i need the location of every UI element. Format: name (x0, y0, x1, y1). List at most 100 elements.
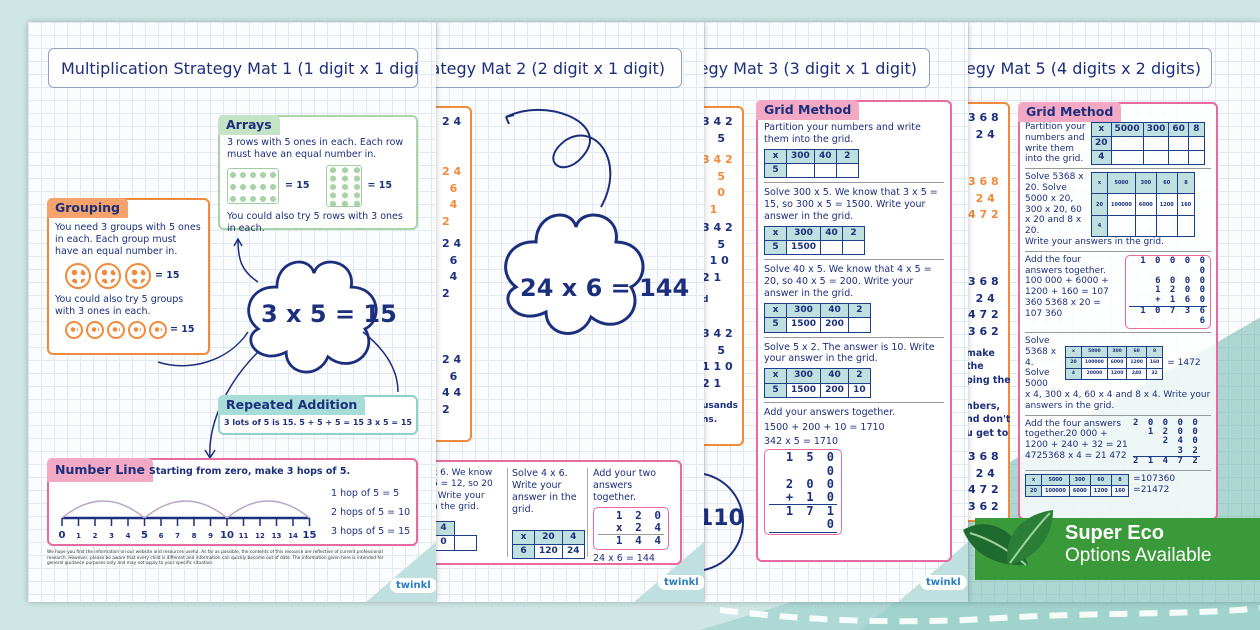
hop-arc (61, 500, 145, 519)
tick-label: 14 (288, 532, 298, 540)
cloud-shape (247, 260, 378, 374)
arrays-panel: Arrays 3 rows with 5 ones in each. Each … (218, 115, 418, 234)
grid-cell: 160 (1110, 484, 1130, 497)
column-fragment: 3 6 8 2 4 4 7 2 3 6 2 (968, 275, 999, 338)
grid-row: 4 (1091, 214, 1196, 237)
grid-table: x 5000 300 60 8 20 100000 6000 1200 160 4 (1091, 172, 1196, 237)
hop-text: 1 hop of 5 = 5 (331, 488, 400, 499)
repeated-text: 5 + 5 + 5 = 15 (299, 418, 364, 427)
grid-cell: 60 (1089, 473, 1112, 486)
grid-cell (847, 317, 871, 333)
mat-2-page: Multiplication Strategy Mat 2 (2 digit x… (436, 22, 704, 602)
grid-cell: 300 (785, 302, 822, 319)
grid-cell: 0 (436, 535, 455, 551)
grid-cell: 300 (1134, 172, 1157, 195)
grid-cell: 160 (1145, 356, 1164, 369)
grid-row: 5 1500 200 10 (764, 382, 871, 398)
twinkl-logo: twinkl (390, 578, 436, 593)
tick-label: 1 (76, 532, 81, 540)
equals-text: = 15 (170, 324, 195, 336)
grid-row: x 20 4 (512, 529, 585, 545)
grid-cell: 5000 (1081, 345, 1108, 358)
grid-cell: 300 (1106, 345, 1128, 358)
cloud-equation: 24 x 6 = 144 (520, 274, 690, 302)
grid-cell: 5000 (1107, 172, 1136, 195)
step-text: Add the four answers together.20 000 + 1… (1025, 418, 1128, 461)
sum-text: 1500 + 200 + 10 = 1710 (764, 421, 885, 433)
grid-cell: 1200 (1126, 356, 1147, 369)
grid-cell: 100000 (1107, 193, 1136, 216)
grid-cell: 20 (1065, 356, 1082, 369)
step-text: Add your answers together. (764, 406, 896, 418)
grid-cell: 2 (847, 302, 871, 319)
column-method-strip: 3 4 2 5 3 4 2 5 0 1 3 4 2 5 1 0 2 1 d 3 … (704, 106, 744, 446)
leaf-icon (963, 510, 1053, 566)
grid-cell (1110, 150, 1144, 166)
step-text: x 6. We know 6 = 12, so 20 . Write your … (436, 468, 493, 512)
arrows (157, 237, 399, 460)
step-text: Add your two answers together. (593, 468, 657, 503)
grid-cell: 8 (1145, 345, 1164, 358)
grid-cell: 100000 (1081, 356, 1108, 369)
tick-label: 7 (175, 532, 180, 540)
grid-cell (1155, 214, 1178, 237)
grid-cell: x (1091, 121, 1112, 138)
disclaimer: We hope you find the information on our … (47, 550, 384, 567)
sum: 1 4 4 (615, 533, 664, 547)
grid-cell: 5 (764, 240, 787, 256)
group-of-3-icon (128, 321, 146, 340)
column-fragment: 3 4 2 5 0 1 (704, 153, 733, 216)
grid-cell: 120 (534, 543, 563, 560)
repeated-text: 3 lots of 5 is 15. (224, 418, 297, 427)
hop-arc (226, 500, 310, 519)
grid-cell: 20 (1091, 136, 1112, 152)
group-of-5-icon (65, 262, 91, 289)
group-of-3-icon (86, 321, 104, 340)
grid-cell: 60 (1126, 345, 1147, 358)
grid-cell (1168, 150, 1189, 166)
sum: 1 7 1 0 (769, 504, 837, 533)
step-text: Solve 5 x 2. The answer is 10. Write you… (764, 341, 935, 365)
grid-cell: 60 (1155, 172, 1178, 195)
grid-row: x 5000 300 60 8 (1025, 473, 1130, 486)
grid-cell: 4 (1091, 214, 1108, 237)
grid-cell: x (512, 529, 535, 545)
grid-cell (1187, 136, 1205, 152)
step-text: Write your answers in the grid. (1025, 236, 1164, 247)
twinkl-logo: twinkl (658, 575, 704, 590)
grid-cell: 40 (820, 225, 844, 242)
equals-text: = 15 (155, 269, 180, 281)
addend: x 2 4 (598, 521, 664, 535)
tick-label: 11 (239, 532, 249, 540)
grid-cell: x (1091, 172, 1108, 195)
grid-cell: x (764, 368, 787, 384)
column-fragment: 3 6 8 2 4 (968, 111, 999, 141)
step-text: Partition your numbers and write them in… (1025, 122, 1086, 165)
grid-cell (1110, 136, 1144, 152)
grid-row: x 300 40 2 (764, 225, 866, 242)
repeated-text: 3 x 5 = 15 (366, 418, 412, 427)
grid-table: x 5000 300 60 8 20 100000 6000 1200 160 (1025, 473, 1130, 497)
grid-cell: 100000 (1041, 484, 1070, 497)
addend: 1 2 0 (615, 508, 664, 522)
grid-note: =107360 (1133, 474, 1176, 485)
step-text: Add the four answers together. 100 000 +… (1025, 254, 1109, 319)
grid-cell: 4 (561, 529, 585, 545)
grouping-panel: Grouping You need 3 groups with 5 ones i… (47, 198, 210, 355)
grid-cell: 2 (847, 368, 871, 384)
hop-arc (144, 500, 228, 519)
grid-cell (820, 240, 844, 256)
grid-cell: 5 (764, 317, 787, 333)
addend: 2 0 0 (785, 476, 837, 491)
group-of-3-icon (107, 321, 125, 340)
grid-cell (1107, 214, 1136, 237)
array-5x3-icon (325, 164, 362, 207)
grid-cell: 8 (1110, 473, 1130, 486)
step-text: Solve 4 x 6. Write your answer in the gr… (512, 468, 577, 515)
grouping-heading: Grouping (47, 198, 128, 219)
grid-table: x 300 40 2 5 1500 200 (764, 302, 871, 333)
grid-cell: 8 (1187, 121, 1205, 138)
mat-5-title: Multiplication Strategy Mat 5 (4 digits … (968, 48, 1212, 88)
grid-cell: 200 (820, 317, 849, 333)
